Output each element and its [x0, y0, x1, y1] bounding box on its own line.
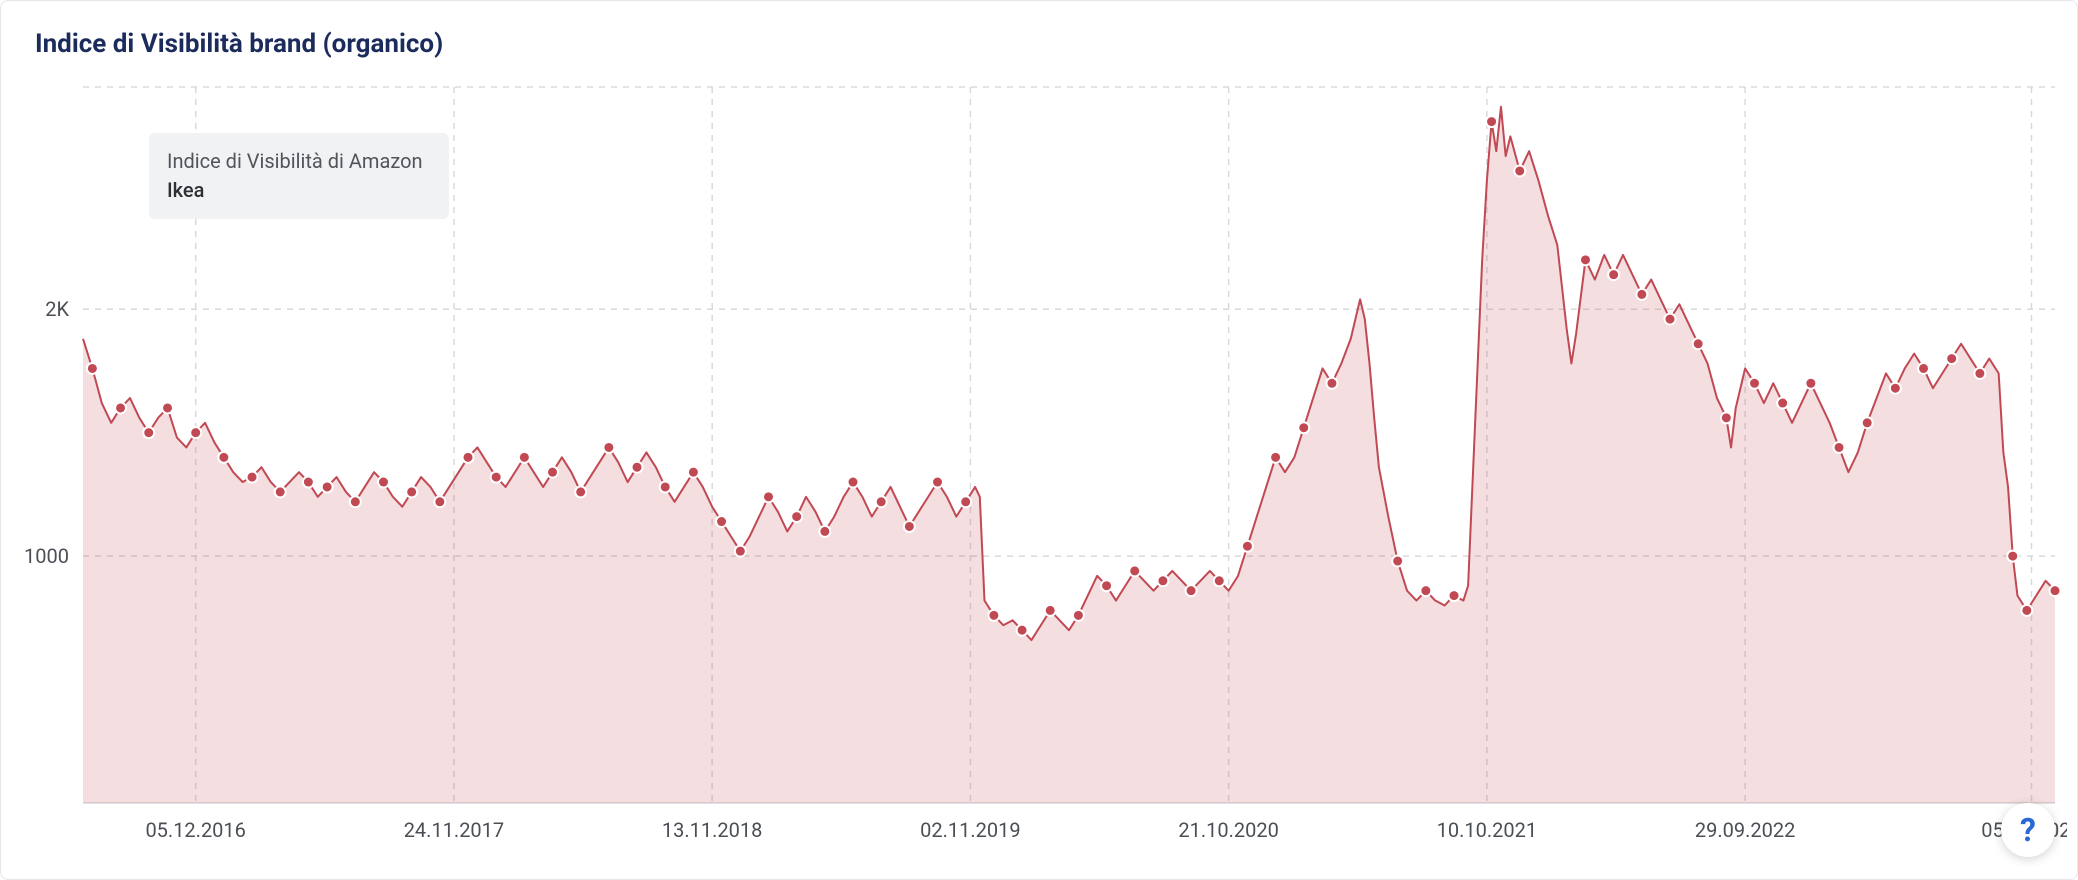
svg-text:02.11.2019: 02.11.2019	[920, 818, 1020, 842]
chart-card: Indice di Visibilità brand (organico) 10…	[0, 0, 2078, 880]
legend-line-2: Ikea	[167, 176, 423, 205]
svg-text:21.10.2020: 21.10.2020	[1178, 818, 1278, 842]
chart-title: Indice di Visibilità brand (organico)	[1, 1, 2077, 69]
svg-text:05.12.2016: 05.12.2016	[145, 818, 245, 842]
legend-box: Indice di Visibilità di Amazon Ikea	[149, 133, 449, 219]
legend-line-1: Indice di Visibilità di Amazon	[167, 147, 423, 176]
svg-text:13.11.2018: 13.11.2018	[662, 818, 762, 842]
svg-text:10.10.2021: 10.10.2021	[1437, 818, 1537, 842]
svg-text:2K: 2K	[45, 297, 69, 321]
svg-text:24.11.2017: 24.11.2017	[404, 818, 504, 842]
svg-text:1000: 1000	[24, 544, 69, 568]
svg-text:29.09.2022: 29.09.2022	[1695, 818, 1795, 842]
help-button[interactable]: ?	[2001, 803, 2055, 857]
help-icon: ?	[2020, 811, 2036, 849]
